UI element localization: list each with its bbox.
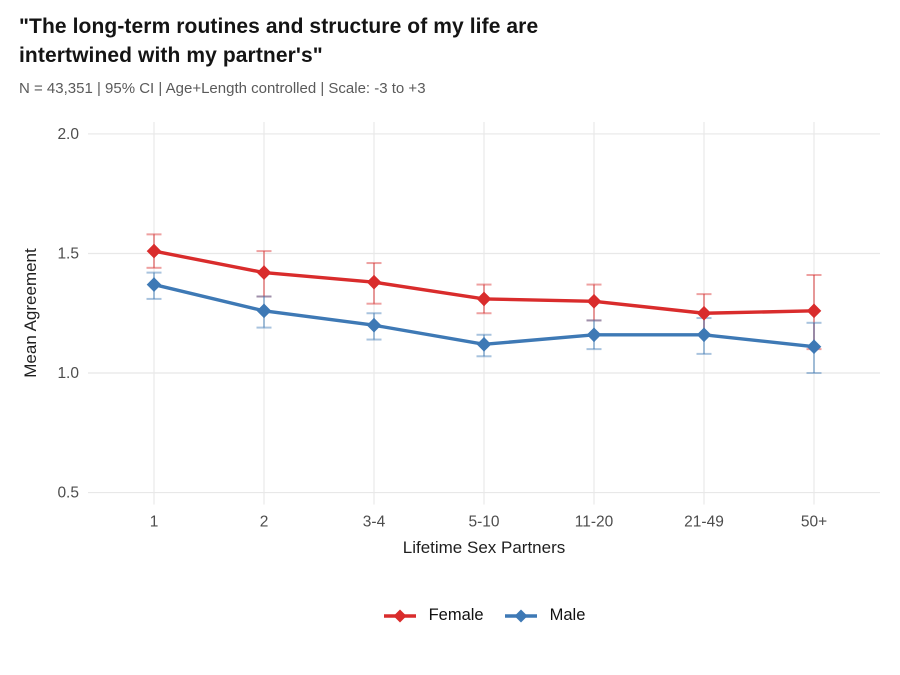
points-male (146, 277, 822, 355)
y-tick-label: 2.0 (57, 126, 79, 143)
gridlines (88, 122, 880, 505)
x-axis-title: Lifetime Sex Partners (402, 538, 566, 557)
y-tick-label: 1.5 (57, 246, 79, 263)
x-tick-label: 1 (150, 514, 159, 531)
x-tick-label: 21-49 (684, 514, 724, 531)
chart-subtitle: N = 43,351 | 95% CI | Age+Length control… (19, 79, 426, 97)
x-tick-label: 5-10 (468, 514, 499, 531)
y-axis-ticks: 0.5 1.0 1.5 2.0 (57, 126, 79, 502)
legend-key-male-icon (504, 609, 537, 622)
legend-item-female: Female (383, 606, 484, 625)
chart-header: "The long-term routines and structure of… (19, 12, 538, 97)
x-tick-label: 11-20 (575, 514, 614, 531)
legend-label: Female (428, 606, 484, 624)
x-tick-label: 2 (260, 514, 269, 531)
legend-label: Male (549, 606, 586, 624)
x-axis-ticks: 1 2 3-4 5-10 11-20 21-49 50+ (150, 514, 827, 531)
x-tick-label: 3-4 (363, 514, 386, 531)
legend-item-male: Male (504, 606, 586, 625)
y-tick-label: 1.0 (57, 365, 79, 382)
x-tick-label: 50+ (801, 514, 827, 531)
points-female (146, 243, 822, 321)
y-tick-label: 0.5 (57, 485, 79, 502)
legend-key-female-icon (383, 609, 416, 622)
y-axis-title: Mean Agreement (21, 248, 40, 378)
legend: Female Male (88, 606, 880, 625)
chart-title-line-2: intertwined with my partner's" (19, 44, 323, 68)
chart-title-line-1: "The long-term routines and structure of… (19, 15, 539, 38)
